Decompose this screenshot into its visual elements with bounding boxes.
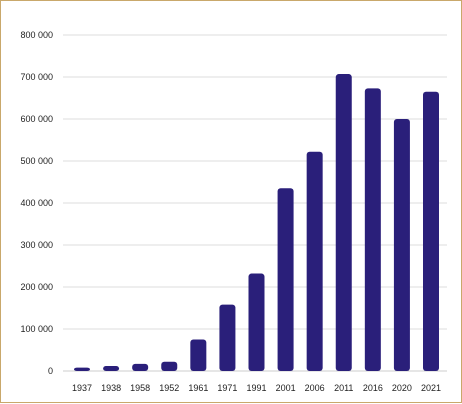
bar bbox=[103, 365, 120, 371]
bar bbox=[423, 91, 439, 371]
y-tick-label: 500 000 bbox=[20, 156, 53, 166]
x-tick-label: 1991 bbox=[246, 383, 266, 393]
bar bbox=[248, 273, 265, 371]
x-tick-label: 2011 bbox=[334, 383, 353, 393]
gridlines bbox=[63, 34, 447, 372]
x-tick-label: 1971 bbox=[217, 383, 237, 393]
x-tick-label: 2001 bbox=[276, 383, 296, 393]
bar bbox=[364, 88, 381, 371]
bar bbox=[306, 151, 323, 371]
y-tick-label: 400 000 bbox=[20, 198, 53, 208]
bar bbox=[277, 188, 294, 371]
bar bbox=[161, 361, 178, 371]
bar bbox=[393, 119, 410, 371]
y-tick-label: 200 000 bbox=[20, 282, 53, 292]
y-tick-label: 700 000 bbox=[20, 72, 53, 82]
bars bbox=[74, 74, 439, 371]
x-tick-label: 2020 bbox=[392, 383, 412, 393]
x-tick-label: 2006 bbox=[305, 383, 325, 393]
y-tick-label: 0 bbox=[48, 366, 53, 376]
x-axis: 1937 1938 1958 1952 1961 1971 1991 2001 2006 2011… bbox=[72, 383, 441, 393]
x-tick-label: 2016 bbox=[363, 383, 383, 393]
x-tick-label: 1937 bbox=[72, 383, 92, 393]
x-tick-label: 2021 bbox=[421, 383, 441, 393]
bar bbox=[132, 363, 149, 371]
y-tick-label: 100 000 bbox=[20, 324, 53, 334]
x-tick-label: 1958 bbox=[130, 383, 150, 393]
bar bbox=[335, 74, 352, 371]
y-tick-label: 600 000 bbox=[20, 114, 53, 124]
bar bbox=[219, 304, 236, 371]
y-axis: 0 100 000 200 000 300 000 400 000 500 000 600 … bbox=[20, 30, 53, 376]
y-tick-label: 300 000 bbox=[20, 240, 53, 250]
bar bbox=[190, 339, 207, 371]
x-tick-label: 1961 bbox=[188, 383, 208, 393]
x-tick-label: 1952 bbox=[159, 383, 179, 393]
y-tick-label: 800 000 bbox=[20, 30, 53, 40]
bar bbox=[74, 367, 90, 371]
x-tick-label: 1938 bbox=[101, 383, 121, 393]
